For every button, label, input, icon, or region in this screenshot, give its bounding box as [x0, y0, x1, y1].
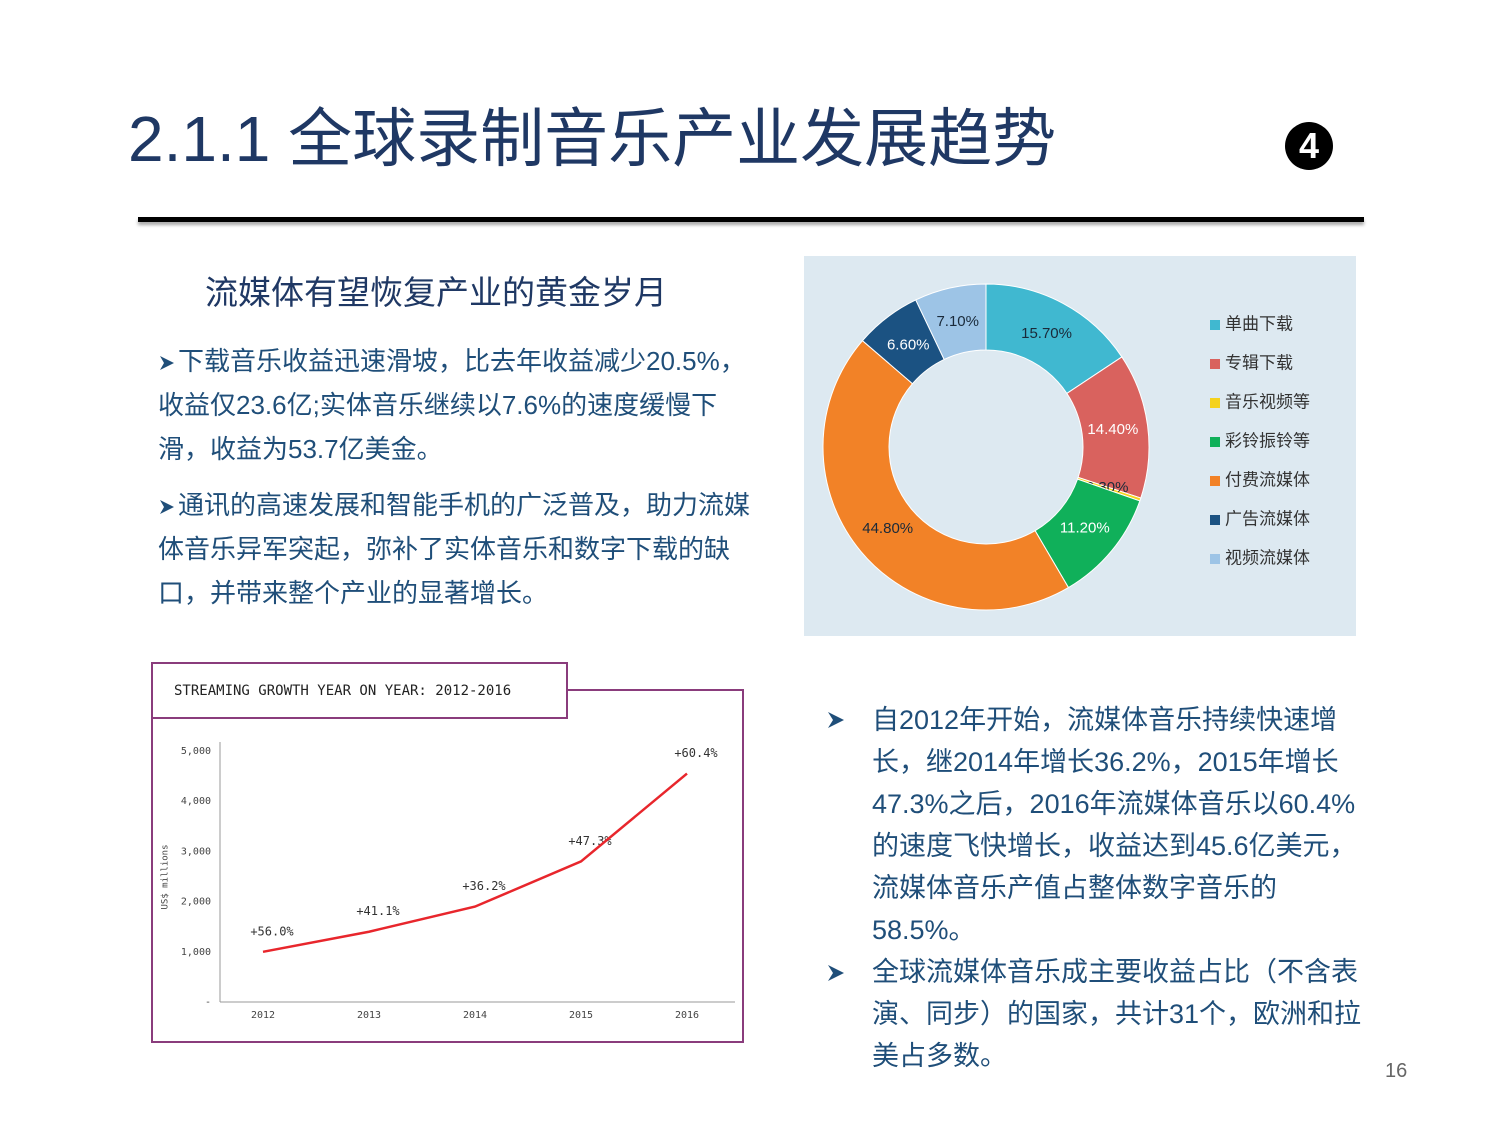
legend-label: 彩铃振铃等: [1225, 431, 1310, 450]
slide-title: 2.1.1 全球录制音乐产业发展趋势: [128, 103, 1057, 175]
subtitle: 流媒体有望恢复产业的黄金岁月: [205, 274, 667, 311]
y-axis-label: US$ millions: [161, 844, 171, 909]
bullet-text: 通讯的高速发展和智能手机的广泛普及，助力流媒体音乐异军突起，弥补了实体音乐和数字…: [158, 490, 751, 608]
line-frame: [151, 689, 744, 1043]
legend-label: 付费流媒体: [1225, 470, 1310, 489]
badge: 4: [1285, 122, 1333, 170]
bullet-arrow: [160, 356, 174, 371]
y-tick-label: 1,000: [181, 947, 211, 958]
line-series: [262, 772, 688, 954]
right-bullet: 全球流媒体音乐成主要收益占比（不含表演、同步）的国家，共计31个，欧洲和拉美占多…: [872, 957, 1362, 1071]
slice-label: 11.20%: [1060, 519, 1110, 536]
bullet-arrow: [828, 965, 844, 981]
slice-label: 44.80%: [862, 520, 913, 537]
title-rule: [138, 217, 1364, 222]
line-title: STREAMING GROWTH YEAR ON YEAR: 2012-2016: [174, 683, 511, 699]
legend-label: 音乐视频等: [1225, 392, 1310, 411]
legend-swatch: [1210, 359, 1220, 369]
y-tick-label: 2,000: [181, 897, 211, 908]
legend-swatch: [1210, 554, 1220, 564]
y-tick-label: -: [205, 997, 211, 1008]
point-label: +56.0%: [250, 924, 294, 938]
legend-swatch: [1210, 320, 1220, 330]
right-bullet: 自2012年开始，流媒体音乐持续快速增长，继2014年增长36.2%，2015年…: [872, 705, 1357, 945]
legend-label: 单曲下载: [1225, 314, 1293, 333]
x-tick-label: 2014: [463, 1010, 487, 1021]
page-number: 16: [1385, 1060, 1408, 1082]
legend-swatch: [1210, 476, 1220, 486]
slice-label: 6.60%: [887, 336, 930, 353]
bullet-arrow: [160, 500, 174, 515]
legend-label: 广告流媒体: [1225, 509, 1310, 528]
left-bullet: 下载音乐收益迅速滑坡，比去年收益减少20.5%，收益仅23.6亿;实体音乐继续以…: [158, 339, 758, 471]
point-label: +41.1%: [356, 904, 400, 918]
donut-slice: [915, 283, 987, 361]
y-tick-label: 4,000: [181, 796, 211, 807]
line-title-box: [151, 662, 568, 719]
legend-swatch: [1210, 437, 1220, 447]
point-label: +36.2%: [462, 879, 506, 893]
legend-swatch: [1210, 515, 1220, 525]
legend-label: 专辑下载: [1225, 353, 1293, 372]
point-label: +60.4%: [674, 746, 718, 760]
legend-swatch: [1210, 398, 1220, 408]
y-tick-label: 3,000: [181, 846, 211, 857]
x-tick-label: 2015: [569, 1010, 593, 1021]
legend-label: 视频流媒体: [1225, 548, 1310, 567]
x-tick-label: 2012: [251, 1010, 275, 1021]
slice-label: 14.40%: [1087, 421, 1138, 438]
y-tick-label: 5,000: [181, 746, 211, 757]
x-tick-label: 2016: [675, 1010, 699, 1021]
donut-slice: [822, 339, 1070, 611]
x-tick-label: 2013: [357, 1010, 381, 1021]
left-bullet: 通讯的高速发展和智能手机的广泛普及，助力流媒体音乐异军突起，弥补了实体音乐和数字…: [158, 483, 758, 615]
bullet-text: 下载音乐收益迅速滑坡，比去年收益减少20.5%，收益仅23.6亿;实体音乐继续以…: [158, 346, 746, 464]
slice-label: 7.10%: [936, 313, 979, 330]
slice-label: 15.70%: [1021, 325, 1072, 342]
bullet-arrow: [828, 712, 844, 728]
